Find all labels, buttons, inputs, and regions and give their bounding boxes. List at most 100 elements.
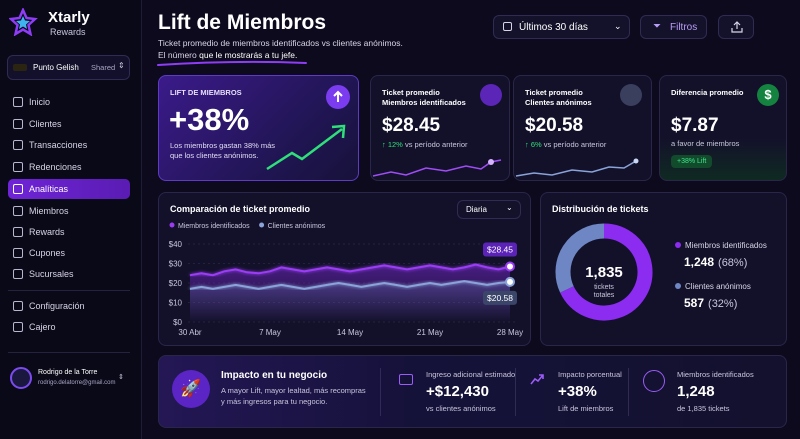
nav-label: Analíticas (29, 184, 69, 194)
brand-name: Xtarly (48, 9, 90, 26)
nav-icon (13, 140, 23, 150)
nav-item[interactable]: Rewards (8, 222, 130, 242)
wallet-icon (399, 374, 413, 385)
nav-item[interactable]: Miembros (8, 201, 130, 221)
nav-item[interactable]: Configuración (8, 296, 130, 316)
nav-icon (13, 184, 23, 194)
nav-item-active[interactable]: Analíticas (8, 179, 130, 199)
page-title: Lift de Miembros (158, 11, 327, 34)
store-selector[interactable]: Punto Gelish Shared ⇕ (7, 55, 130, 80)
nav-item[interactable]: Cupones (8, 243, 130, 263)
nav-label: Redenciones (29, 162, 82, 172)
note-highlight: que le mostrarás a tu jefe. (199, 50, 298, 60)
lift-description: Los miembros gastan 38% más (170, 141, 276, 150)
change-value: 12% (387, 140, 403, 149)
kpi-label: Diferencia promedio (671, 88, 744, 97)
divider (8, 352, 130, 353)
lift-badge: +38% Lift (671, 155, 713, 168)
nav-label: Rewards (29, 227, 65, 237)
donut-chart-card: Distribución de tickets (540, 192, 787, 346)
nav-label: Sucursales (29, 269, 74, 279)
dollar-icon: $ (757, 84, 779, 106)
chart-icon (530, 374, 544, 385)
nav-item[interactable]: Redenciones (8, 157, 130, 177)
kpi-change: ↑ 6% vs período anterior (525, 140, 607, 149)
period-dropdown[interactable]: Diaria ⌄ (457, 200, 521, 219)
nav-icon (13, 269, 23, 279)
nav-icon (13, 162, 23, 172)
change-label: vs período anterior (543, 140, 607, 149)
kpi-caption: a favor de miembros (671, 139, 740, 148)
kpi-value: $28.45 (382, 115, 441, 136)
lift-value: +38% (169, 102, 250, 137)
export-icon (731, 21, 743, 33)
chevron: ⇕ (118, 61, 125, 70)
filter-icon: ⏷ (653, 21, 661, 32)
nav-label: Miembros (29, 206, 69, 216)
nav-label: Configuración (29, 301, 85, 311)
nav-item[interactable]: Inicio (8, 92, 130, 112)
nav-icon (13, 301, 23, 311)
impact-value: 1,248 (677, 383, 715, 400)
chevron: ⇕ (118, 374, 124, 381)
logo-icon (9, 8, 38, 36)
kpi-label: Ticket promedio (525, 88, 583, 97)
divider (8, 290, 130, 291)
arrow-icon (326, 85, 350, 109)
nav-icon (13, 248, 23, 258)
kpi-value: $20.58 (525, 115, 584, 136)
user-menu[interactable]: Rodrigo de la Torre rodrigo.delatorre@gm… (8, 366, 130, 394)
nav-label: Inicio (29, 97, 51, 107)
underline (157, 60, 307, 66)
members-card: Ticket promedio Miembros identificados $… (370, 75, 510, 181)
date-range-button[interactable]: Últimos 30 días ⌄ (493, 15, 630, 39)
nav-item[interactable]: Clientes (8, 114, 130, 134)
nav-item[interactable]: Cajero (8, 317, 130, 337)
users-icon (480, 84, 502, 106)
nav-icon (13, 97, 23, 107)
impact-caption: Lift de miembros (558, 404, 614, 413)
impact-title: Impacto en tu negocio (221, 370, 328, 381)
kpi-change: ↑ 12% vs período anterior (382, 140, 468, 149)
nav-label: Clientes (29, 119, 62, 129)
subtitle-note: El número que le mostrarás a tu jefe. (158, 50, 297, 60)
change-label: vs período anterior (404, 140, 468, 149)
user-email: rodrigo.delatorre@gmail.com (38, 380, 116, 386)
impact-card: 🚀 Impacto en tu negocio A mayor Lift, ma… (158, 355, 787, 428)
store-name: Punto Gelish (33, 63, 79, 72)
impact-description: A mayor Lift, mayor lealtad, más recompr… (221, 386, 366, 395)
kpi-label: Ticket promedio (382, 88, 440, 97)
store-logo (13, 64, 27, 71)
sparkline (515, 158, 639, 177)
filters-button[interactable]: ⏷ Filtros (640, 15, 707, 39)
kpi-label: Clientes anónimos (525, 98, 592, 107)
avatar (10, 367, 32, 389)
chart-title: Distribución de tickets (552, 204, 649, 214)
date-range: Últimos 30 días (519, 22, 588, 33)
subtitle: Ticket promedio de miembros identificado… (158, 38, 403, 48)
sidebar: Xtarly Rewards Punto Gelish Shared ⇕ Ini… (0, 0, 142, 439)
line-chart-card: Comparación de ticket promedio Diaria ⌄ (158, 192, 531, 346)
nav-item[interactable]: Transacciones (8, 135, 130, 155)
brand-tagline: Rewards (50, 27, 86, 37)
impact-caption: vs clientes anónimos (426, 404, 496, 413)
impact-label: Impacto porcentual (558, 370, 622, 379)
divider (515, 368, 516, 416)
export-button[interactable] (718, 15, 754, 39)
user-icon (620, 84, 642, 106)
impact-label: Ingreso adicional estimado (426, 370, 516, 379)
anonymous-card: Ticket promedio Clientes anónimos $20.58… (513, 75, 652, 181)
lift-description: que los clientes anónimos. (170, 151, 259, 160)
impact-value: +$12,430 (426, 383, 489, 400)
change-value: 6% (530, 140, 542, 149)
filters: Filtros (670, 22, 698, 33)
nav-label: Cupones (29, 248, 66, 258)
calendar-icon (503, 22, 512, 31)
lift-label: LIFT DE MIEMBROS (170, 88, 242, 97)
nav-icon (13, 322, 23, 332)
chevron: ⌄ (506, 203, 513, 212)
lift-card: LIFT DE MIEMBROS +38% Los miembros gasta… (158, 75, 359, 181)
chart-title: Comparación de ticket promedio (170, 204, 311, 214)
nav-item[interactable]: Sucursales (8, 264, 130, 284)
